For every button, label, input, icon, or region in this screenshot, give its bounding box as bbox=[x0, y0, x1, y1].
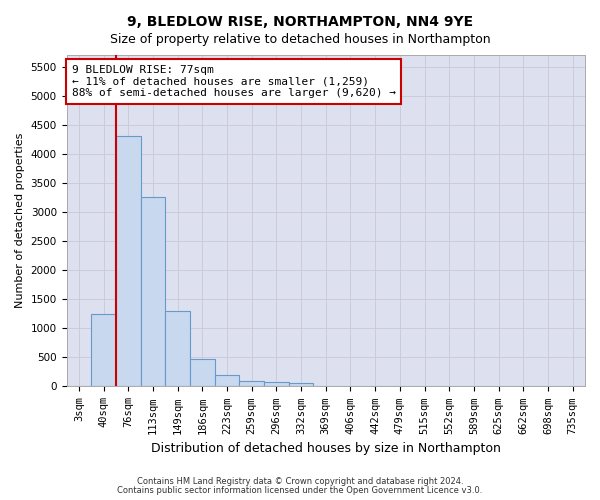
Bar bbox=[190, 358, 215, 386]
Y-axis label: Number of detached properties: Number of detached properties bbox=[15, 133, 25, 308]
Text: 9, BLEDLOW RISE, NORTHAMPTON, NN4 9YE: 9, BLEDLOW RISE, NORTHAMPTON, NN4 9YE bbox=[127, 15, 473, 29]
Text: Size of property relative to detached houses in Northampton: Size of property relative to detached ho… bbox=[110, 32, 490, 46]
Bar bbox=[264, 382, 289, 386]
Text: 9 BLEDLOW RISE: 77sqm
← 11% of detached houses are smaller (1,259)
88% of semi-d: 9 BLEDLOW RISE: 77sqm ← 11% of detached … bbox=[72, 65, 396, 98]
Bar bbox=[140, 198, 165, 386]
Bar bbox=[165, 311, 190, 386]
Text: Contains public sector information licensed under the Open Government Licence v3: Contains public sector information licen… bbox=[118, 486, 482, 495]
Bar bbox=[91, 314, 116, 386]
Bar bbox=[289, 383, 313, 386]
Bar bbox=[215, 375, 239, 386]
Bar bbox=[116, 136, 140, 386]
X-axis label: Distribution of detached houses by size in Northampton: Distribution of detached houses by size … bbox=[151, 442, 501, 455]
Bar bbox=[239, 380, 264, 386]
Text: Contains HM Land Registry data © Crown copyright and database right 2024.: Contains HM Land Registry data © Crown c… bbox=[137, 477, 463, 486]
